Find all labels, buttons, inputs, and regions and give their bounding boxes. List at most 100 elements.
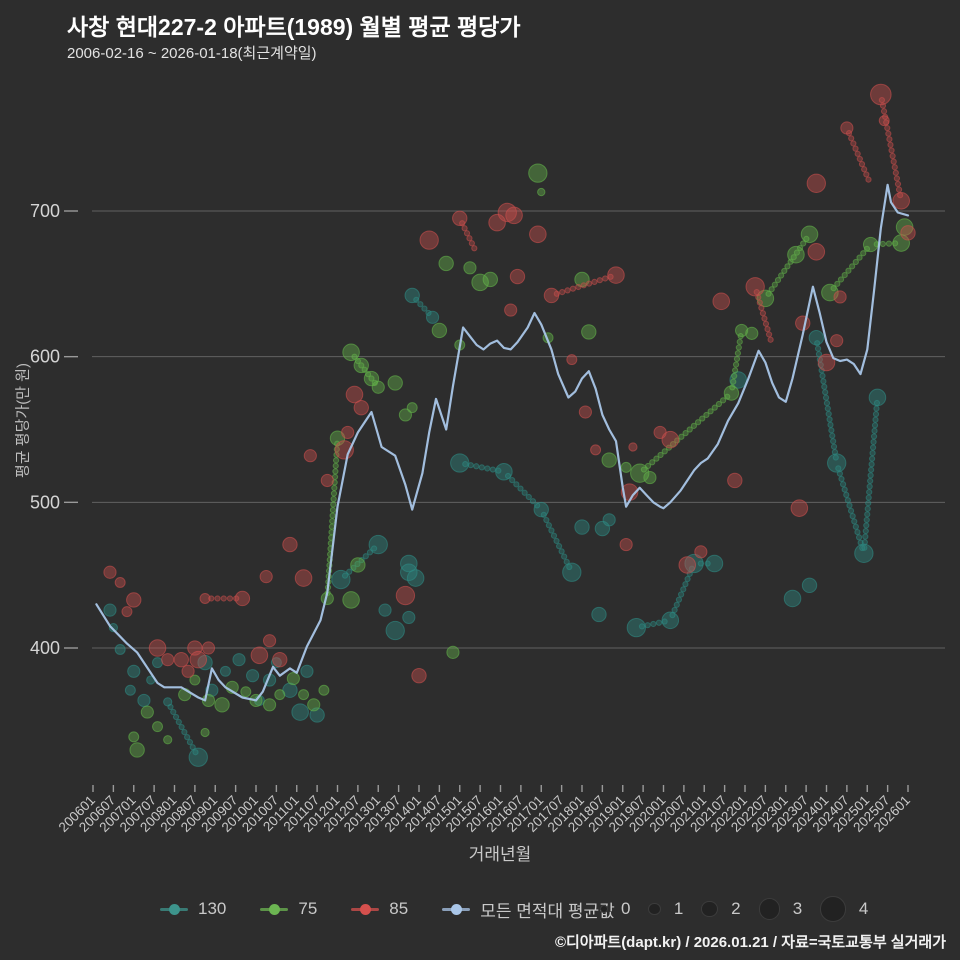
bubble-75[interactable] xyxy=(152,721,164,733)
bubble-130[interactable] xyxy=(232,653,246,667)
bubble-130[interactable] xyxy=(270,657,282,669)
bubble-85[interactable] xyxy=(529,225,547,244)
bubble-130[interactable] xyxy=(801,577,818,594)
bubble-85[interactable] xyxy=(272,651,288,668)
bubble-75[interactable] xyxy=(189,674,201,686)
legend-item-average[interactable]: 모든 면적대 평균값 xyxy=(442,897,615,922)
bubble-75[interactable] xyxy=(286,672,300,686)
bubble-85[interactable] xyxy=(395,585,416,606)
bubble-130[interactable] xyxy=(124,684,136,696)
bubble-130[interactable] xyxy=(402,610,416,624)
bubble-75[interactable] xyxy=(140,705,154,719)
bubble-130[interactable] xyxy=(808,330,824,346)
bubble-75[interactable] xyxy=(406,402,418,414)
bubble-75[interactable] xyxy=(800,225,819,244)
bubble-75[interactable] xyxy=(787,245,805,264)
bubble-130[interactable] xyxy=(331,569,351,590)
bubble-85[interactable] xyxy=(795,315,811,331)
bubble-130[interactable] xyxy=(114,643,126,655)
bubble-75[interactable] xyxy=(274,689,286,701)
bubble-85[interactable] xyxy=(806,173,826,193)
bubble-85[interactable] xyxy=(161,653,175,667)
bubble-85[interactable] xyxy=(727,472,743,489)
bubble-85[interactable] xyxy=(892,192,910,210)
bubble-130[interactable] xyxy=(602,513,616,527)
bubble-75[interactable] xyxy=(128,731,140,743)
bubble-85[interactable] xyxy=(181,664,195,678)
bubble-130[interactable] xyxy=(562,562,582,582)
legend-item-75[interactable]: 75 xyxy=(260,899,317,919)
bubble-85[interactable] xyxy=(678,556,697,574)
bubble-85[interactable] xyxy=(173,651,189,668)
bubble-75[interactable] xyxy=(129,742,145,758)
bubble-85[interactable] xyxy=(345,385,364,404)
bubble-75[interactable] xyxy=(482,271,498,288)
bubble-75[interactable] xyxy=(214,697,230,713)
bubble-130[interactable] xyxy=(574,519,590,535)
bubble-75[interactable] xyxy=(353,357,369,374)
bubble-75[interactable] xyxy=(200,727,210,738)
bubble-130[interactable] xyxy=(661,611,680,630)
bubble-85[interactable] xyxy=(103,565,117,579)
bubble-130[interactable] xyxy=(406,569,425,587)
bubble-85[interactable] xyxy=(504,303,518,317)
bubble-85[interactable] xyxy=(320,473,334,488)
bubble-75[interactable] xyxy=(537,187,546,197)
bubble-130[interactable] xyxy=(378,603,392,617)
bubble-75[interactable] xyxy=(463,261,477,275)
bubble-130[interactable] xyxy=(127,664,141,678)
bubble-85[interactable] xyxy=(411,667,427,684)
bubble-75[interactable] xyxy=(446,645,460,659)
bubble-130[interactable] xyxy=(309,707,325,723)
bubble-85[interactable] xyxy=(263,634,277,648)
bubble-75[interactable] xyxy=(528,163,548,183)
bubble-85[interactable] xyxy=(126,592,142,608)
bubble-85[interactable] xyxy=(900,225,916,241)
bubble-85[interactable] xyxy=(114,576,126,588)
bubble-130[interactable] xyxy=(495,462,513,481)
bubble-85[interactable] xyxy=(840,121,854,135)
bubble-75[interactable] xyxy=(862,236,879,253)
bubble-75[interactable] xyxy=(643,470,657,485)
bubble-85[interactable] xyxy=(619,537,633,552)
bubble-75[interactable] xyxy=(581,324,597,340)
bubble-85[interactable] xyxy=(590,444,602,456)
bubble-75[interactable] xyxy=(263,698,277,712)
bubble-85[interactable] xyxy=(334,440,354,460)
bubble-75[interactable] xyxy=(371,380,385,394)
bubble-130[interactable] xyxy=(827,453,847,473)
bubble-85[interactable] xyxy=(878,115,890,127)
bubble-75[interactable] xyxy=(723,385,740,401)
bubble-130[interactable] xyxy=(533,501,549,518)
bubble-85[interactable] xyxy=(121,606,133,618)
bubble-75[interactable] xyxy=(163,735,173,745)
bubble-75[interactable] xyxy=(298,689,310,701)
bubble-130[interactable] xyxy=(103,603,117,617)
bubble-75[interactable] xyxy=(601,452,617,468)
bubble-130[interactable] xyxy=(108,623,118,633)
bubble-85[interactable] xyxy=(282,536,298,553)
bubble-75[interactable] xyxy=(438,255,454,272)
bubble-130[interactable] xyxy=(450,453,470,473)
bubble-85[interactable] xyxy=(148,639,167,657)
bubble-85[interactable] xyxy=(303,449,317,463)
bubble-75[interactable] xyxy=(745,326,759,340)
bubble-75[interactable] xyxy=(620,461,632,473)
bubble-85[interactable] xyxy=(543,287,560,304)
bubble-75[interactable] xyxy=(431,322,448,339)
bubble-130[interactable] xyxy=(783,589,802,608)
bubble-85[interactable] xyxy=(294,569,313,587)
bubble-85[interactable] xyxy=(201,641,216,655)
bubble-75[interactable] xyxy=(342,343,360,362)
bubble-85[interactable] xyxy=(566,354,578,366)
bubble-130[interactable] xyxy=(385,620,405,641)
bubble-85[interactable] xyxy=(505,206,523,225)
bubble-85[interactable] xyxy=(790,499,809,517)
bubble-85[interactable] xyxy=(807,243,826,261)
bubble-85[interactable] xyxy=(189,650,208,669)
bubble-75[interactable] xyxy=(471,273,489,292)
bubble-85[interactable] xyxy=(259,570,273,584)
bubble-85[interactable] xyxy=(341,425,355,439)
bubble-85[interactable] xyxy=(250,646,269,665)
bubble-75[interactable] xyxy=(387,375,403,391)
